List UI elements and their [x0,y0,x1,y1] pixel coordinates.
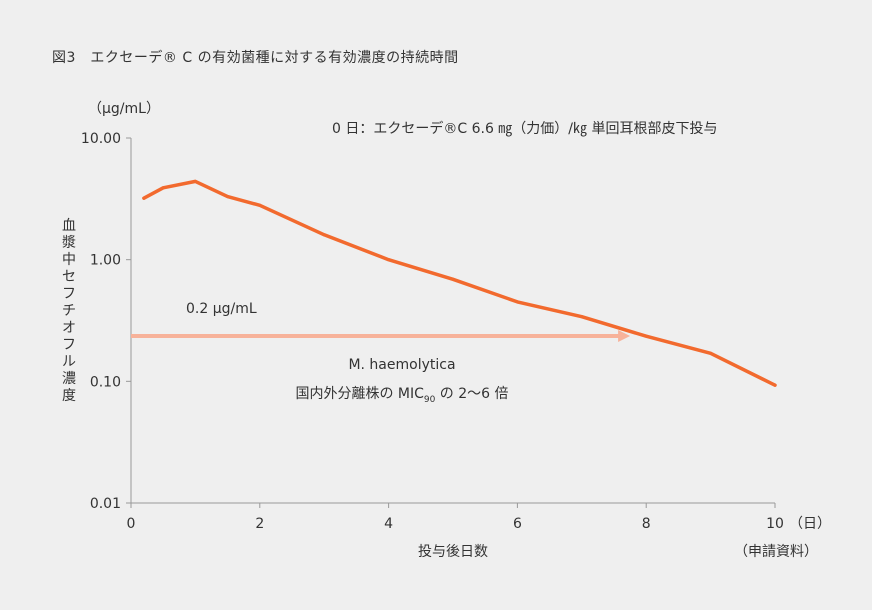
y-axis-label-char: フ [62,286,76,302]
y-axis-label-char: セ [62,269,76,285]
y-axis-label-char: 漿 [62,235,76,251]
mic-label: 国内外分離株の MIC90 の 2〜6 倍 [295,385,508,405]
threshold-label: 0.2 μg/mL [186,301,257,317]
x-unit-label: （日） [789,516,831,532]
x-tick-label: 4 [384,516,393,532]
y-tick-label: 1.00 [90,253,121,269]
y-axis-label: 血漿中セフチオフル濃度 [62,218,76,404]
series-point [709,351,713,355]
source-label: （申請資料） [734,544,818,560]
series-line [142,179,777,387]
series-point [193,179,197,183]
x-tick-label: 6 [513,516,522,532]
y-tick-label: 0.01 [90,496,121,512]
y-axis-label-char: ル [62,354,76,370]
x-ticks: 0 2 4 6 8 10 （日） [127,503,831,532]
y-axis-label-char: フ [62,337,76,353]
y-tick-label: 10.00 [81,131,121,147]
y-unit-label: （μg/mL） [88,101,160,117]
x-tick-label: 0 [127,516,136,532]
y-axis-label-char: 血 [62,218,76,234]
threshold-annotation: 0.2 μg/mL [131,301,631,342]
series-point [226,195,230,199]
series-group [142,179,777,387]
y-axis-label-char: 中 [62,252,76,268]
series-point [387,258,391,262]
x-tick-label: 2 [255,516,264,532]
series-point [142,196,146,200]
y-axis-label-char: 濃 [62,371,76,387]
threshold-arrow-head [618,330,631,342]
y-axis-label-char: オ [62,320,76,336]
series-point [644,334,648,338]
series-point [515,300,519,304]
series-point [258,203,262,207]
series-point [451,277,455,281]
x-tick-label: 8 [642,516,651,532]
axes [130,138,775,504]
series-point [580,315,584,319]
x-tick-label: 10 [766,516,784,532]
y-tick-label: 0.10 [90,374,121,390]
series-point [322,233,326,237]
series-point [773,383,777,387]
y-axis-label-char: 度 [62,388,76,404]
organism-label: M. haemolytica [348,357,455,373]
series-point [161,186,165,190]
y-axis-label-char: チ [62,303,76,319]
figure-title: 図3 エクセーデ® C の有効菌種に対する有効濃度の持続時間 [52,50,459,66]
dosing-note: 0 日：エクセーデ®C 6.6 ㎎（力価）/㎏ 単回耳根部皮下投与 [332,120,717,137]
y-ticks: 10.00 1.00 0.10 0.01 [81,131,131,512]
x-axis-label: 投与後日数 [418,544,488,560]
